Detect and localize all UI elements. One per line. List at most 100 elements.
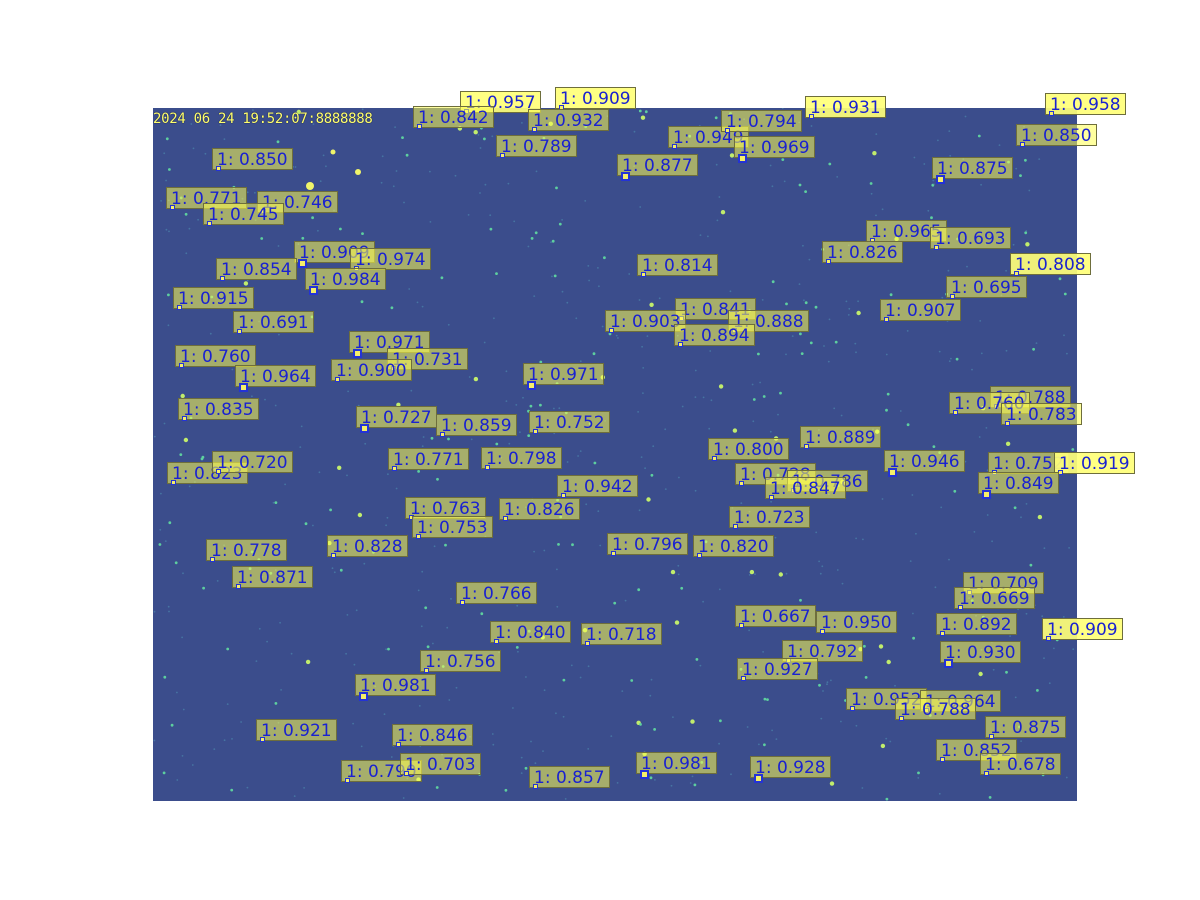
star bbox=[785, 353, 787, 356]
star bbox=[1005, 269, 1007, 272]
star bbox=[937, 139, 939, 142]
star bbox=[477, 134, 480, 136]
star bbox=[248, 567, 252, 570]
star bbox=[694, 396, 697, 398]
star bbox=[839, 250, 842, 253]
star bbox=[312, 524, 314, 527]
star bbox=[421, 570, 424, 573]
star bbox=[176, 691, 178, 694]
star bbox=[971, 368, 973, 371]
star bbox=[223, 138, 226, 140]
star bbox=[836, 176, 839, 178]
star bbox=[527, 629, 531, 633]
star bbox=[387, 473, 389, 476]
star bbox=[436, 477, 439, 481]
star bbox=[729, 290, 732, 293]
star bbox=[833, 407, 836, 410]
star bbox=[553, 274, 557, 278]
star bbox=[872, 151, 877, 156]
star bbox=[1063, 292, 1067, 296]
star bbox=[678, 476, 680, 479]
star bbox=[948, 130, 951, 132]
star bbox=[783, 180, 786, 183]
star bbox=[731, 507, 734, 509]
star bbox=[940, 506, 943, 509]
star bbox=[848, 307, 851, 310]
star bbox=[525, 676, 527, 678]
star bbox=[182, 708, 185, 711]
star bbox=[639, 206, 642, 208]
star bbox=[194, 481, 196, 483]
star bbox=[562, 145, 565, 147]
star bbox=[714, 116, 718, 120]
star bbox=[746, 726, 749, 728]
star bbox=[930, 231, 932, 234]
star bbox=[934, 586, 937, 589]
star bbox=[209, 332, 212, 335]
star bbox=[964, 115, 967, 118]
star bbox=[292, 166, 294, 168]
star bbox=[1007, 160, 1010, 164]
star bbox=[592, 352, 596, 356]
star bbox=[761, 299, 764, 301]
star bbox=[246, 786, 249, 789]
star bbox=[693, 783, 697, 787]
star bbox=[800, 352, 804, 355]
star bbox=[847, 314, 850, 316]
star bbox=[674, 620, 680, 625]
star bbox=[1037, 514, 1043, 520]
star bbox=[508, 442, 511, 445]
star bbox=[1071, 448, 1075, 451]
star bbox=[1038, 158, 1041, 160]
star bbox=[845, 300, 848, 303]
star bbox=[390, 306, 394, 310]
star bbox=[512, 707, 514, 709]
star bbox=[677, 564, 680, 567]
star bbox=[402, 797, 405, 799]
star bbox=[1028, 189, 1031, 192]
star bbox=[401, 136, 404, 139]
star bbox=[804, 301, 808, 305]
star bbox=[915, 532, 917, 535]
star bbox=[637, 588, 641, 592]
star bbox=[946, 320, 949, 322]
star bbox=[1032, 347, 1035, 351]
star bbox=[1020, 740, 1022, 742]
star bbox=[650, 678, 653, 681]
star bbox=[980, 183, 982, 186]
star bbox=[917, 777, 920, 779]
star bbox=[168, 168, 171, 171]
star bbox=[968, 597, 970, 599]
star bbox=[776, 473, 780, 477]
star bbox=[266, 640, 268, 643]
star bbox=[885, 737, 888, 740]
star bbox=[970, 599, 974, 602]
star bbox=[941, 296, 944, 299]
star bbox=[872, 428, 874, 431]
star bbox=[484, 535, 487, 538]
star bbox=[964, 460, 967, 463]
star bbox=[1015, 167, 1018, 170]
star bbox=[899, 410, 902, 412]
star bbox=[357, 512, 363, 518]
star bbox=[236, 355, 239, 358]
star bbox=[766, 698, 769, 701]
star bbox=[579, 450, 582, 452]
star bbox=[669, 548, 672, 551]
star bbox=[912, 636, 915, 640]
star bbox=[478, 772, 481, 776]
star bbox=[257, 558, 261, 562]
star bbox=[250, 550, 254, 554]
star bbox=[258, 320, 260, 323]
star bbox=[588, 422, 592, 425]
star bbox=[948, 360, 951, 363]
star bbox=[276, 140, 280, 144]
star bbox=[181, 755, 184, 757]
star bbox=[346, 614, 349, 616]
star bbox=[158, 543, 162, 546]
star bbox=[741, 676, 744, 680]
star bbox=[252, 109, 254, 111]
star bbox=[748, 309, 751, 313]
star bbox=[923, 163, 926, 165]
star bbox=[821, 248, 825, 251]
